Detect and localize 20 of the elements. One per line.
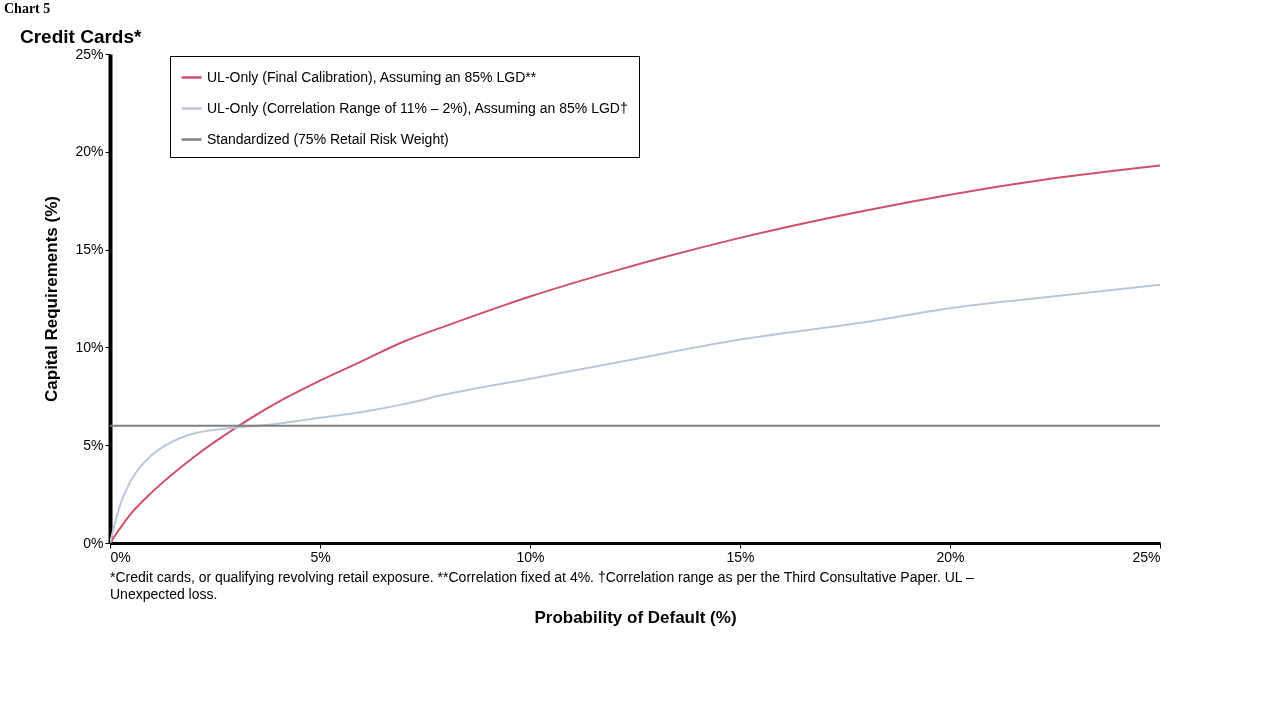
- legend-label: Standardized (75% Retail Risk Weight): [207, 130, 449, 147]
- x-tick-label: 20%: [936, 548, 965, 565]
- y-tick-label: 5%: [83, 436, 104, 453]
- chart-subtitle: Credit Cards*: [20, 26, 143, 47]
- x-tick-label: 0%: [110, 548, 131, 565]
- x-tick-label: 5%: [310, 548, 331, 565]
- chart-title: Chart 5: [4, 1, 51, 17]
- y-tick-label: 0%: [83, 534, 104, 551]
- x-tick-label: 15%: [726, 548, 755, 565]
- y-tick-label: 10%: [75, 338, 104, 355]
- legend-label: UL-Only (Final Calibration), Assuming an 85% LGD**: [207, 68, 537, 85]
- y-tick-label: 25%: [75, 45, 104, 62]
- y-axis-title: Capital Requirements (%): [42, 196, 62, 402]
- x-tick-label: 25%: [1132, 548, 1161, 565]
- y-tick-label: 15%: [75, 241, 104, 258]
- x-axis-title: Probability of Default (%): [534, 607, 737, 627]
- x-tick-label: 10%: [516, 548, 545, 565]
- y-tick-label: 20%: [75, 143, 104, 160]
- text: *Credit cards, or qualifying revolving retail exposure. **Correlation fixed at 4%. †Correlation range as per the Third Consultative Paper. UL – Unexpected loss.: [110, 569, 974, 602]
- legend-label: UL-Only (Correlation Range of 11% – 2%), Assuming an 85% LGD†: [207, 99, 628, 116]
